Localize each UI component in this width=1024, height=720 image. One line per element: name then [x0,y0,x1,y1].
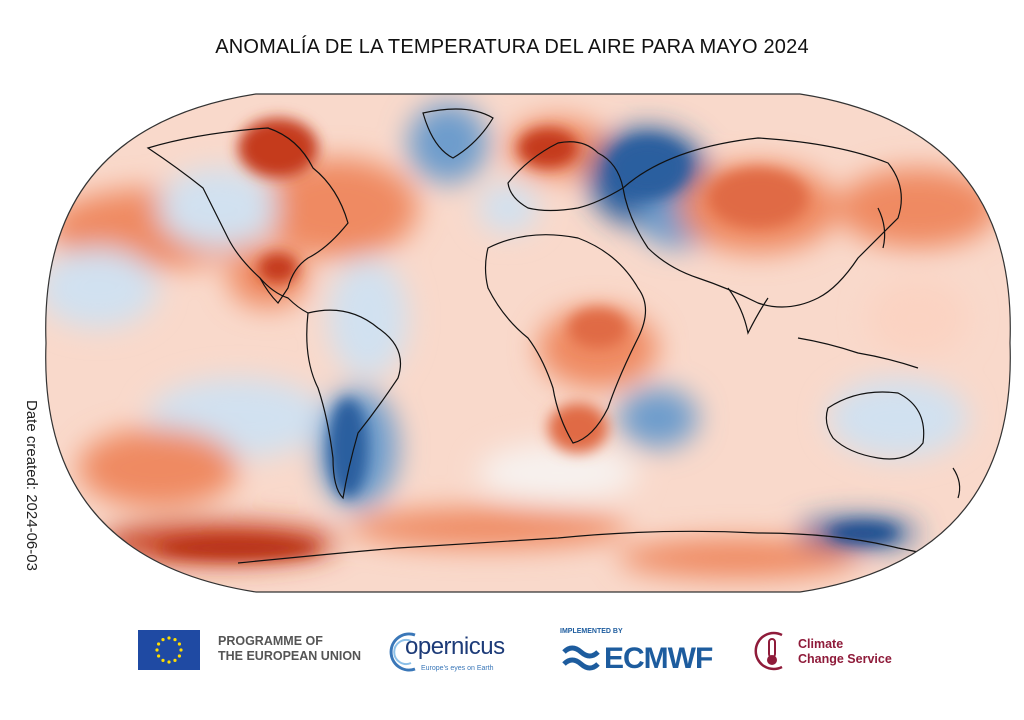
asia-coast [622,137,902,308]
anomaly-map [38,88,1018,598]
new-zealand-coast [952,467,961,499]
thermometer-icon [754,631,783,671]
coastlines [146,108,999,569]
c3s-logo: Climate Change Service [752,625,902,677]
footer-logos: PROGRAMME OF THE EUROPEAN UNION opernicu… [0,620,1024,690]
copernicus-logo: opernicus Europe's eyes on Earth [385,625,515,677]
copernicus-ring-icon [389,632,416,672]
c3s-line2: Change Service [798,652,892,666]
copernicus-tagline: Europe's eyes on Earth [421,665,494,672]
c3s-line1: Climate [798,637,844,651]
map-svg [45,93,1011,593]
anomaly-field [45,94,1011,592]
south-america-coast [306,309,402,500]
copernicus-name: opernicus [405,633,505,660]
antarctica-coast [237,530,999,569]
indonesia-coast [797,337,919,369]
ecmwf-name: ECMWF [604,642,713,675]
central-america-coast [259,277,309,314]
c3s-text: Climate Change Service [798,637,892,667]
eu-line2: THE EUROPEAN UNION [218,649,362,663]
ecmwf-implemented-by: IMPLEMENTED BY [560,628,623,635]
date-created-label: Date created: 2024-06-03 [23,400,40,571]
north-america-coast [146,127,349,304]
india-coast [727,287,769,335]
ecmwf-logo: IMPLEMENTED BY ECMWF [560,628,740,678]
eu-flag-icon [138,630,200,670]
page-title: ANOMALÍA DE LA TEMPERATURA DEL AIRE PARA… [215,36,809,58]
globe-outline [45,93,1011,593]
greenland-coast [422,108,494,159]
eu-programme-text: PROGRAMME OF THE EUROPEAN UNION [218,634,378,664]
japan-coast [877,207,886,249]
africa-coast [484,234,647,444]
ecmwf-waves-icon [562,645,600,671]
australia-coast [825,391,925,460]
eu-line1: PROGRAMME OF [218,634,323,648]
